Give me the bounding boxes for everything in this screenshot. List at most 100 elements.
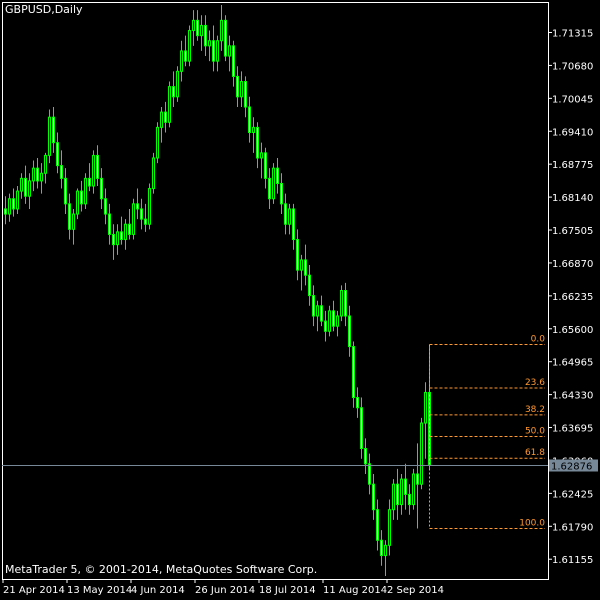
y-tick-label: 1.70045: [552, 94, 593, 105]
candle-body: [280, 182, 283, 205]
current-price-badge: [549, 459, 598, 472]
candle-body: [56, 142, 59, 167]
candle-body: [228, 45, 231, 57]
candle-body: [356, 397, 359, 409]
fib-level-label: 61.8: [525, 448, 545, 458]
candle-body: [60, 165, 63, 179]
candle-body: [108, 213, 111, 235]
candle-body: [372, 483, 375, 511]
y-tick-label: 1.63695: [552, 424, 593, 435]
candle-body: [328, 310, 331, 332]
candle-body: [420, 422, 423, 485]
candle-body: [304, 259, 307, 276]
symbol-label: GBPUSD,Daily: [5, 3, 83, 16]
candle-body: [240, 81, 243, 98]
candle-body: [164, 111, 167, 123]
fib-level-label: 0.0: [531, 335, 546, 345]
y-tick-label: 1.64330: [552, 391, 593, 402]
candle-body: [260, 152, 263, 159]
candle-body: [212, 40, 215, 62]
fib-level-label: 23.6: [525, 378, 545, 388]
candle-body: [136, 203, 139, 210]
x-tick-label: 13 May 2014: [67, 585, 132, 596]
candle-body: [208, 40, 211, 47]
candle-body: [272, 167, 275, 200]
candle-body: [284, 203, 287, 225]
candle-body: [124, 223, 127, 241]
candle-body: [220, 19, 223, 42]
candle-body: [152, 157, 155, 190]
plot-frame: [2, 2, 549, 580]
candle-body: [76, 190, 79, 215]
axes-layer: 1.71315 1.70680 1.70045 1.69410 1.68775 1.681…: [2, 2, 593, 596]
candle-body: [36, 167, 39, 182]
candle-body: [40, 172, 43, 182]
candle-body: [52, 116, 55, 144]
candle-body: [312, 295, 315, 317]
candle-body: [20, 177, 23, 192]
candle-body: [216, 40, 219, 62]
candle-body: [424, 391, 427, 424]
candle-body: [408, 493, 411, 506]
x-tick-label: 2 Sep 2014: [387, 585, 444, 596]
y-tick-label: 1.65600: [552, 325, 593, 336]
candle-body: [24, 177, 27, 197]
candle-body: [84, 177, 87, 205]
candle-body: [156, 126, 159, 159]
candle-body: [12, 198, 15, 210]
candle-body: [256, 126, 259, 159]
candle-body: [188, 30, 191, 62]
current-price-label: 1.62876: [551, 462, 592, 473]
candle-body: [128, 223, 131, 235]
candle-body: [232, 45, 235, 77]
candle-body: [196, 19, 199, 37]
candle-body: [352, 346, 355, 399]
candle-body: [68, 203, 71, 230]
candle-body: [320, 305, 323, 322]
candle-body: [148, 188, 151, 225]
candle-body: [360, 407, 363, 450]
candle-body: [116, 231, 119, 246]
candle-body: [392, 483, 395, 511]
x-tick-label: 18 Jul 2014: [259, 585, 316, 596]
fib-level-label: 38.2: [525, 405, 545, 415]
candle-body: [120, 231, 123, 241]
candle-body: [348, 315, 351, 348]
y-tick-label: 1.62425: [552, 489, 593, 500]
candle-body: [176, 70, 179, 98]
candle-body: [248, 106, 251, 133]
candle-body: [324, 320, 327, 332]
candle-body: [396, 483, 399, 506]
y-tick-label: 1.68775: [552, 160, 593, 171]
candle-body: [252, 126, 255, 133]
candle-body: [292, 208, 295, 241]
candle-body: [72, 213, 75, 230]
candles-layer: [4, 5, 431, 576]
y-tick-label: 1.66870: [552, 259, 593, 270]
candle-body: [416, 473, 419, 485]
y-tick-label: 1.70680: [552, 61, 593, 72]
y-tick-label: 1.64965: [552, 358, 593, 369]
candle-body: [44, 154, 47, 174]
fibonacci-layer: 0.0 23.6 38.2 50.0 61.8 100.0: [429, 335, 546, 530]
candle-body: [296, 239, 299, 271]
overlay-layer: 1.62876: [2, 459, 598, 473]
candle-body: [264, 152, 267, 179]
candle-body: [384, 544, 387, 557]
candle-body: [224, 19, 227, 57]
candle-body: [132, 203, 135, 235]
candle-body: [316, 305, 319, 317]
candle-body: [340, 290, 343, 317]
y-tick-label: 1.67505: [552, 226, 593, 237]
x-tick-label: 26 Jun 2014: [195, 585, 255, 596]
candle-body: [4, 208, 7, 215]
candle-body: [364, 448, 367, 465]
candle-body: [236, 75, 239, 98]
candle-body: [404, 478, 407, 495]
candle-body: [64, 177, 67, 205]
y-tick-label: 1.61155: [552, 555, 593, 566]
candle-body: [344, 290, 347, 317]
candle-body: [368, 463, 371, 485]
